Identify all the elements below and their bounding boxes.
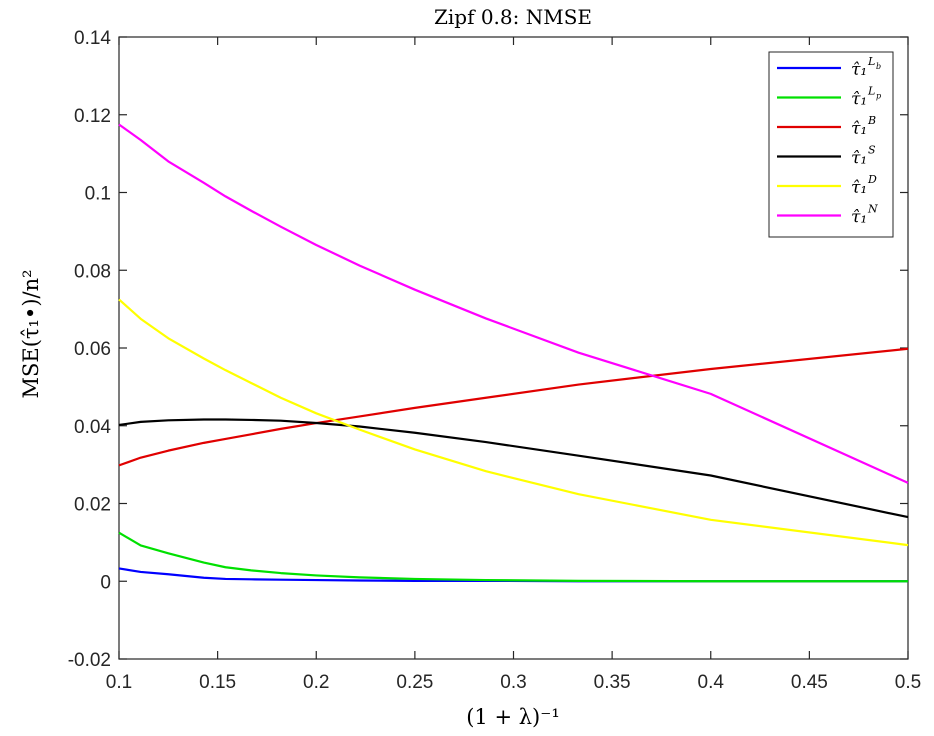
y-tick-label: 0.08 bbox=[74, 261, 111, 282]
y-tick-label: 0.12 bbox=[74, 106, 111, 127]
legend-superscript: L bbox=[867, 85, 875, 98]
legend-label: τ̂₁ bbox=[851, 208, 867, 228]
legend-sub-superscript: b bbox=[876, 62, 881, 71]
series-line-5 bbox=[118, 123, 909, 484]
x-tick-label: 0.3 bbox=[500, 672, 526, 693]
legend-superscript: L bbox=[867, 55, 875, 68]
x-axis-label: (1 + λ)⁻¹ bbox=[466, 705, 560, 729]
x-tick-label: 0.25 bbox=[396, 672, 433, 693]
x-tick-label: 0.35 bbox=[594, 672, 631, 693]
x-tick-label: 0.15 bbox=[199, 672, 236, 693]
y-tick-label: 0.06 bbox=[74, 339, 111, 360]
y-tick-label: 0 bbox=[100, 572, 111, 593]
legend-label: τ̂₁ bbox=[851, 178, 867, 198]
x-tick-label: 0.5 bbox=[895, 672, 921, 693]
legend-superscript: B bbox=[867, 114, 876, 127]
legend-label: τ̂₁ bbox=[851, 60, 867, 80]
y-axis: -0.02 0 0.02 0.04 0.06 0.08 0.1 0.12 0.14 bbox=[68, 28, 908, 671]
series-line-2 bbox=[118, 347, 909, 467]
series-line-3 bbox=[118, 418, 909, 519]
legend-sub-superscript: p bbox=[876, 92, 881, 101]
legend-superscript: N bbox=[867, 203, 878, 216]
x-axis: 0.1 0.15 0.2 0.25 0.3 0.35 0.4 0.45 0.5 bbox=[106, 37, 921, 693]
y-axis-label: MSE(τ̂₁•)/n² bbox=[19, 269, 43, 398]
x-tick-label: 0.45 bbox=[791, 672, 828, 693]
series-line-1 bbox=[118, 531, 908, 583]
x-tick-label: 0.2 bbox=[303, 672, 329, 693]
x-tick-label: 0.4 bbox=[698, 672, 725, 693]
y-tick-label: 0.14 bbox=[74, 28, 111, 49]
legend-superscript: D bbox=[867, 173, 877, 186]
series-lines bbox=[118, 123, 909, 583]
legend-box bbox=[768, 51, 894, 238]
legend-label: τ̂₁ bbox=[851, 119, 867, 139]
legend-label: τ̂₁ bbox=[851, 90, 867, 110]
y-tick-label: 0.1 bbox=[85, 184, 111, 205]
x-tick-label: 0.1 bbox=[106, 672, 132, 693]
series-line-4 bbox=[118, 298, 909, 547]
legend-label: τ̂₁ bbox=[851, 149, 867, 169]
y-tick-label: 0.02 bbox=[74, 495, 111, 516]
chart-title: Zipf 0.8: NMSE bbox=[434, 5, 592, 29]
legend-superscript: S bbox=[868, 144, 876, 157]
y-tick-label: -0.02 bbox=[68, 650, 111, 671]
y-tick-label: 0.04 bbox=[74, 417, 111, 438]
